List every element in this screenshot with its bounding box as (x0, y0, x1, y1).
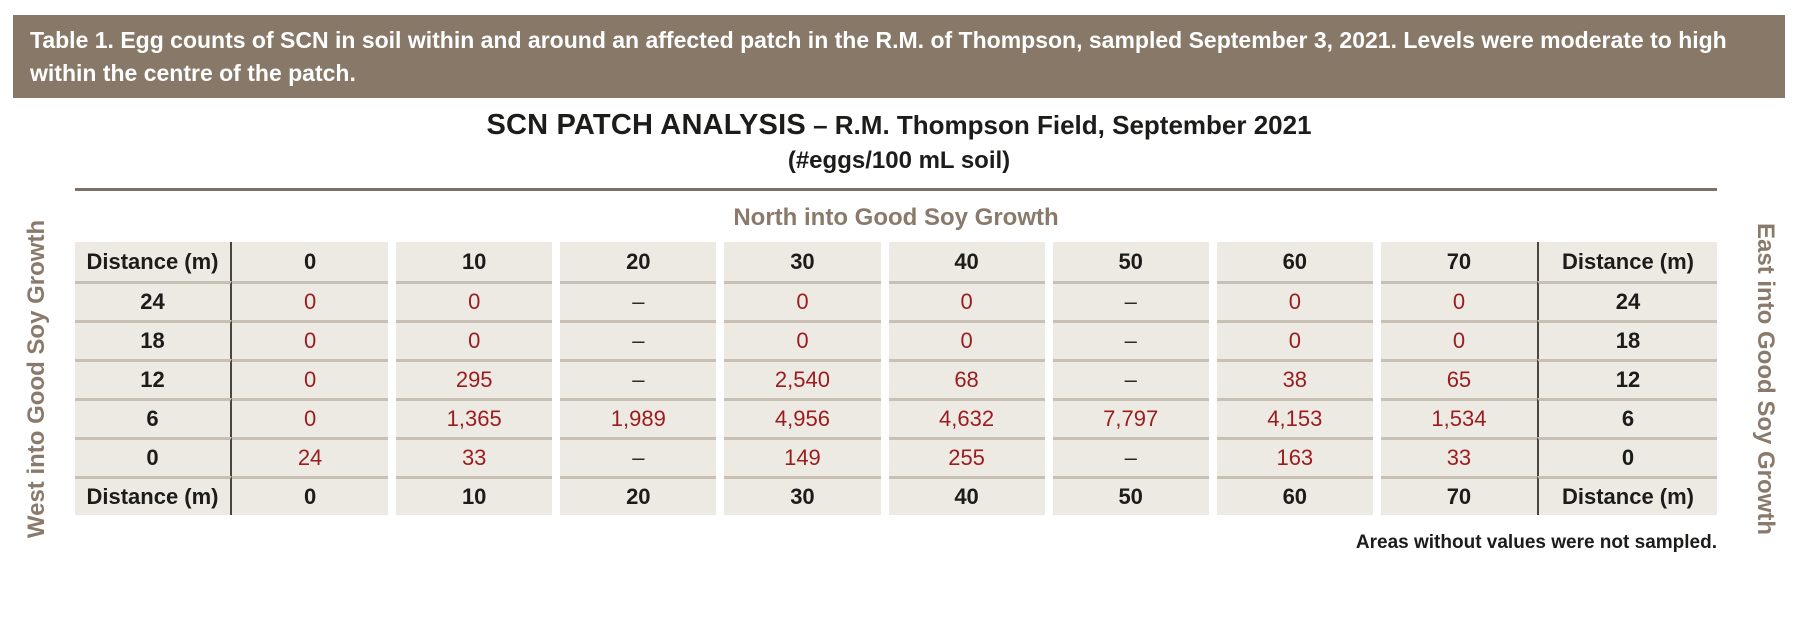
data-cell: 2,540 (724, 359, 881, 399)
row-header-cell: 24 (75, 281, 232, 321)
scn-table: West into Good Soy Growth East into Good… (23, 220, 1779, 538)
data-cell: – (1052, 281, 1209, 321)
data-cell: 33 (396, 437, 553, 477)
row-header-cell: 18 (1537, 320, 1717, 360)
data-cell: 163 (1216, 437, 1373, 477)
column-header-cell: 20 (560, 242, 717, 282)
data-cell: – (1052, 359, 1209, 399)
column-footer-cell: 30 (724, 476, 881, 516)
north-axis-label: North into Good Soy Growth (733, 204, 1059, 232)
data-cell: 0 (232, 320, 389, 360)
data-cell: – (560, 359, 717, 399)
west-axis-label: West into Good Soy Growth (23, 219, 50, 538)
table-title-rest: – R.M. Thompson Field, September 2021 (805, 110, 1312, 141)
data-cell: 4,153 (1216, 398, 1373, 438)
column-footer-cell: 0 (232, 476, 389, 516)
divider (75, 188, 1717, 192)
row-header-cell: 18 (75, 320, 232, 360)
table-header-row: Distance (m) 0 10 20 30 40 50 60 70 Dist… (75, 242, 1717, 282)
data-cell: 0 (232, 398, 389, 438)
row-header-cell: 12 (1537, 359, 1717, 399)
data-cell: 0 (396, 320, 553, 360)
data-cell: 0 (724, 320, 881, 360)
table-figure: North into Good Soy Growth West into Goo… (23, 188, 1779, 554)
column-header-cell: Distance (m) (1537, 242, 1717, 282)
data-cell: 38 (1216, 359, 1373, 399)
row-header-cell: 24 (1537, 281, 1717, 321)
row-header-cell: 0 (75, 437, 232, 477)
data-cell: – (560, 281, 717, 321)
column-header-cell: 60 (1216, 242, 1373, 282)
column-header-cell: Distance (m) (75, 242, 232, 282)
data-cell: 24 (232, 437, 389, 477)
table-row: 0 24 33 – 149 255 – 163 33 0 (75, 437, 1717, 477)
column-footer-cell: 40 (888, 476, 1045, 516)
table-title: SCN PATCH ANALYSIS – R.M. Thompson Field… (0, 109, 1798, 142)
table-row: 18 0 0 – 0 0 – 0 0 18 (75, 320, 1717, 360)
footnote: Areas without values were not sampled. (1355, 532, 1717, 554)
table-row: 12 0 295 – 2,540 68 – 38 65 12 (75, 359, 1717, 399)
row-header-cell: 0 (1537, 437, 1717, 477)
column-footer-cell: 60 (1216, 476, 1373, 516)
data-cell: 0 (1216, 281, 1373, 321)
column-footer-cell: Distance (m) (1537, 476, 1717, 516)
data-cell: 68 (888, 359, 1045, 399)
data-cell: – (1052, 437, 1209, 477)
table-title-main: SCN PATCH ANALYSIS (486, 109, 806, 142)
data-cell: 7,797 (1052, 398, 1209, 438)
table-subtitle: (#eggs/100 mL soil) (787, 147, 1011, 175)
data-cell: 255 (888, 437, 1045, 477)
data-cell: – (560, 320, 717, 360)
data-cell: 149 (724, 437, 881, 477)
column-header-cell: 50 (1052, 242, 1209, 282)
data-cell: 33 (1380, 437, 1537, 477)
data-cell: 0 (888, 281, 1045, 321)
data-cell: 1,365 (396, 398, 553, 438)
data-cell: 0 (232, 359, 389, 399)
column-footer-cell: 10 (396, 476, 553, 516)
table-footer-row: Distance (m) 0 10 20 30 40 50 60 70 Dist… (75, 476, 1717, 516)
data-cell: 0 (1216, 320, 1373, 360)
column-header-cell: 70 (1380, 242, 1537, 282)
data-cell: 4,956 (724, 398, 881, 438)
column-header-cell: 0 (232, 242, 389, 282)
data-cell: 0 (232, 281, 389, 321)
east-axis-label: East into Good Soy Growth (1752, 222, 1779, 535)
data-cell: 4,632 (888, 398, 1045, 438)
data-cell: 0 (888, 320, 1045, 360)
row-header-cell: 6 (1537, 398, 1717, 438)
column-footer-cell: 20 (560, 476, 717, 516)
row-header-cell: 6 (75, 398, 232, 438)
column-header-cell: 30 (724, 242, 881, 282)
column-footer-cell: 70 (1380, 476, 1537, 516)
data-cell: 0 (724, 281, 881, 321)
table-row: 6 0 1,365 1,989 4,956 4,632 7,797 4,153 … (75, 398, 1717, 438)
table-caption-banner: Table 1. Egg counts of SCN in soil withi… (13, 15, 1785, 99)
data-cell: 65 (1380, 359, 1537, 399)
row-header-cell: 12 (75, 359, 232, 399)
data-cell: 0 (1380, 281, 1537, 321)
data-cell: 295 (396, 359, 553, 399)
column-header-cell: 10 (396, 242, 553, 282)
data-cell: 0 (1380, 320, 1537, 360)
table-row: 24 0 0 – 0 0 – 0 0 24 (75, 281, 1717, 321)
data-cell: 0 (396, 281, 553, 321)
data-cell: – (1052, 320, 1209, 360)
data-cell: 1,989 (560, 398, 717, 438)
column-footer-cell: Distance (m) (75, 476, 232, 516)
data-cell: – (560, 437, 717, 477)
column-header-cell: 40 (888, 242, 1045, 282)
column-footer-cell: 50 (1052, 476, 1209, 516)
data-cell: 1,534 (1380, 398, 1537, 438)
